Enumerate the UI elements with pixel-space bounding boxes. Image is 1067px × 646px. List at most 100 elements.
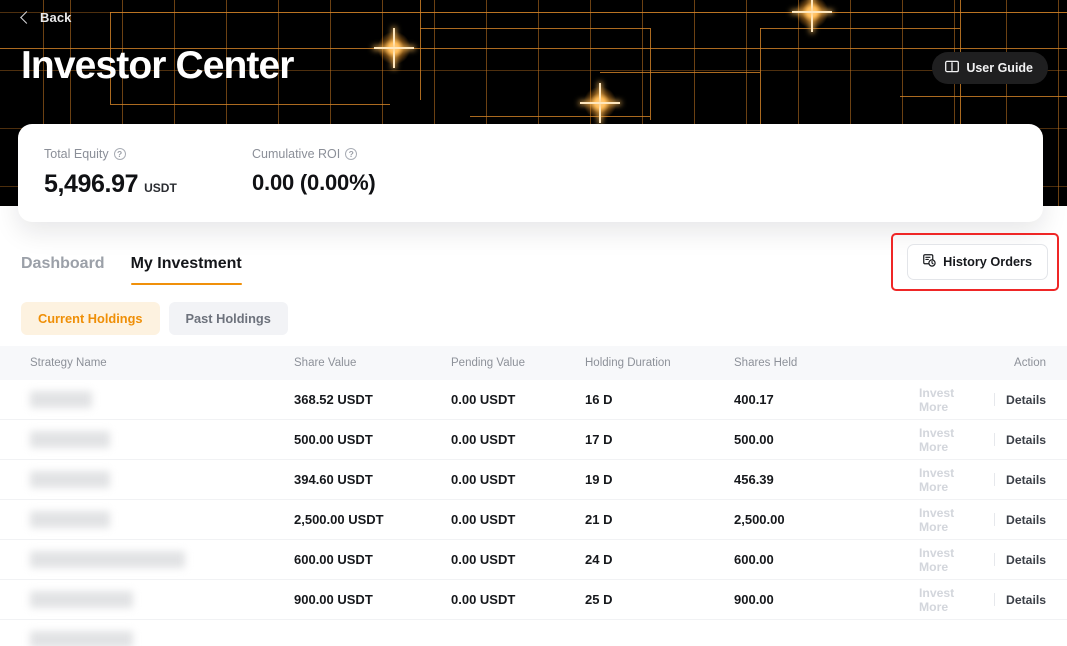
- redacted-strategy-name: [30, 391, 92, 408]
- question-circle-icon[interactable]: ?: [345, 148, 358, 160]
- action-separator: [994, 473, 996, 486]
- circuit-trace: [760, 28, 761, 168]
- main-tabs: Dashboard My Investment: [21, 255, 242, 285]
- cumulative-roi-label-row: Cumulative ROI ?: [252, 147, 376, 161]
- table-row: 2,500.00 USDT 0.00 USDT 21 D 2,500.00 Invest…: [0, 500, 1067, 540]
- page-title: Investor Center: [21, 44, 294, 87]
- cell-action: Invest More Details: [919, 466, 1067, 494]
- invest-more-button: Invest More: [919, 385, 955, 414]
- clipboard-clock-icon: [923, 254, 936, 270]
- pill-current-holdings[interactable]: Current Holdings: [21, 302, 160, 335]
- cell-holding-duration: 21 D: [585, 512, 613, 527]
- circuit-trace: [110, 12, 1067, 13]
- cell-holding-duration: 16 D: [585, 392, 613, 407]
- summary-card: Total Equity ? 5,496.97 USDT Cumulative …: [18, 124, 1043, 222]
- cell-pending-value: 0.00 USDT: [451, 392, 516, 407]
- question-circle-icon[interactable]: ?: [113, 148, 126, 160]
- pill-past-holdings[interactable]: Past Holdings: [168, 302, 288, 335]
- cell-strategy-name: [0, 431, 294, 448]
- total-equity-value-row: 5,496.97 USDT: [44, 170, 177, 199]
- user-guide-button[interactable]: User Guide: [932, 52, 1048, 84]
- cell-strategy-name: [0, 591, 294, 608]
- history-orders-label: History Orders: [943, 255, 1032, 269]
- cell-share-value: 2,500.00 USDT: [294, 512, 384, 527]
- column-header-action: Action: [1014, 357, 1046, 369]
- table-row: 600.00 USDT 0.00 USDT 24 D 600.00 Invest Mor…: [0, 540, 1067, 580]
- cell-strategy-name: [0, 551, 294, 568]
- total-equity-metric: Total Equity ? 5,496.97 USDT: [44, 147, 177, 199]
- cell-share-value: 900.00 USDT: [294, 592, 373, 607]
- cell-shares-held: 500.00: [734, 432, 774, 447]
- circuit-trace: [900, 96, 1067, 97]
- invest-more-button: Invest More: [919, 425, 955, 454]
- invest-more-button: Invest More: [919, 585, 955, 614]
- user-guide-label: User Guide: [966, 61, 1033, 75]
- history-orders-wrap: History Orders: [891, 233, 1059, 291]
- action-separator: [994, 393, 996, 406]
- column-header-pending-value: Pending Value: [451, 357, 525, 369]
- column-header-strategy-name: Strategy Name: [30, 357, 107, 369]
- holdings-table-clip: Strategy Name Share Value Pending Value …: [0, 346, 1067, 646]
- redacted-strategy-name: [30, 591, 133, 608]
- circuit-trace: [420, 28, 650, 29]
- tab-dashboard[interactable]: Dashboard: [21, 255, 105, 272]
- cell-holding-duration: 17 D: [585, 432, 613, 447]
- circuit-trace: [760, 28, 960, 29]
- column-header-shares-held: Shares Held: [734, 357, 798, 369]
- glow-star-icon: [371, 25, 417, 71]
- details-button[interactable]: Details: [1006, 432, 1046, 447]
- redacted-strategy-name: [30, 511, 110, 528]
- cell-pending-value: 0.00 USDT: [451, 512, 516, 527]
- cell-holding-duration: 25 D: [585, 592, 613, 607]
- table-row: [0, 620, 1067, 646]
- circuit-trace: [470, 116, 650, 117]
- tab-my-investment[interactable]: My Investment: [130, 255, 242, 285]
- hero-banner: Back Investor Center User Guide: [0, 0, 1067, 206]
- action-separator: [994, 513, 996, 526]
- cumulative-roi-value: 0.00 (0.00%): [252, 170, 376, 195]
- cell-share-value: 600.00 USDT: [294, 552, 373, 567]
- action-separator: [994, 593, 996, 606]
- total-equity-label-row: Total Equity ?: [44, 147, 177, 161]
- details-button[interactable]: Details: [1006, 512, 1046, 527]
- redacted-strategy-name: [30, 631, 133, 646]
- invest-more-button: Invest More: [919, 465, 955, 494]
- total-equity-unit: USDT: [144, 181, 177, 195]
- invest-more-button: Invest More: [919, 545, 955, 574]
- holdings-filter-pills: Current Holdings Past Holdings: [21, 302, 288, 335]
- invest-more-button: Invest More: [919, 505, 955, 534]
- cell-pending-value: 0.00 USDT: [451, 432, 516, 447]
- cell-action: Invest More Details: [919, 386, 1067, 414]
- cell-action: Invest More Details: [919, 506, 1067, 534]
- cumulative-roi-label: Cumulative ROI: [252, 147, 341, 161]
- cell-strategy-name: [0, 391, 294, 408]
- circuit-trace: [0, 48, 1067, 49]
- column-header-holding-duration: Holding Duration: [585, 357, 671, 369]
- table-row: 394.60 USDT 0.00 USDT 19 D 456.39 Invest Mor…: [0, 460, 1067, 500]
- circuit-trace: [420, 0, 421, 100]
- cell-holding-duration: 24 D: [585, 552, 613, 567]
- details-button[interactable]: Details: [1006, 392, 1046, 407]
- details-button[interactable]: Details: [1006, 592, 1046, 607]
- history-orders-button[interactable]: History Orders: [907, 244, 1048, 280]
- cell-share-value: 500.00 USDT: [294, 432, 373, 447]
- table-body: 368.52 USDT 0.00 USDT 16 D 400.17 Invest Mor…: [0, 380, 1067, 646]
- details-button[interactable]: Details: [1006, 472, 1046, 487]
- details-button[interactable]: Details: [1006, 552, 1046, 567]
- redacted-strategy-name: [30, 471, 110, 488]
- table-header-row: Strategy Name Share Value Pending Value …: [0, 346, 1067, 380]
- chevron-left-icon: [20, 11, 33, 24]
- cell-pending-value: 0.00 USDT: [451, 472, 516, 487]
- circuit-trace: [110, 12, 111, 104]
- table-row: 368.52 USDT 0.00 USDT 16 D 400.17 Invest Mor…: [0, 380, 1067, 420]
- column-header-share-value: Share Value: [294, 357, 357, 369]
- cell-action: Invest More Details: [919, 426, 1067, 454]
- glow-star-icon: [577, 80, 623, 126]
- cell-strategy-name: [0, 471, 294, 488]
- back-button[interactable]: Back: [20, 10, 71, 25]
- cell-pending-value: 0.00 USDT: [451, 592, 516, 607]
- cell-strategy-name: [0, 631, 294, 646]
- table-row: 500.00 USDT 0.00 USDT 17 D 500.00 Invest Mor…: [0, 420, 1067, 460]
- cell-shares-held: 400.17: [734, 392, 774, 407]
